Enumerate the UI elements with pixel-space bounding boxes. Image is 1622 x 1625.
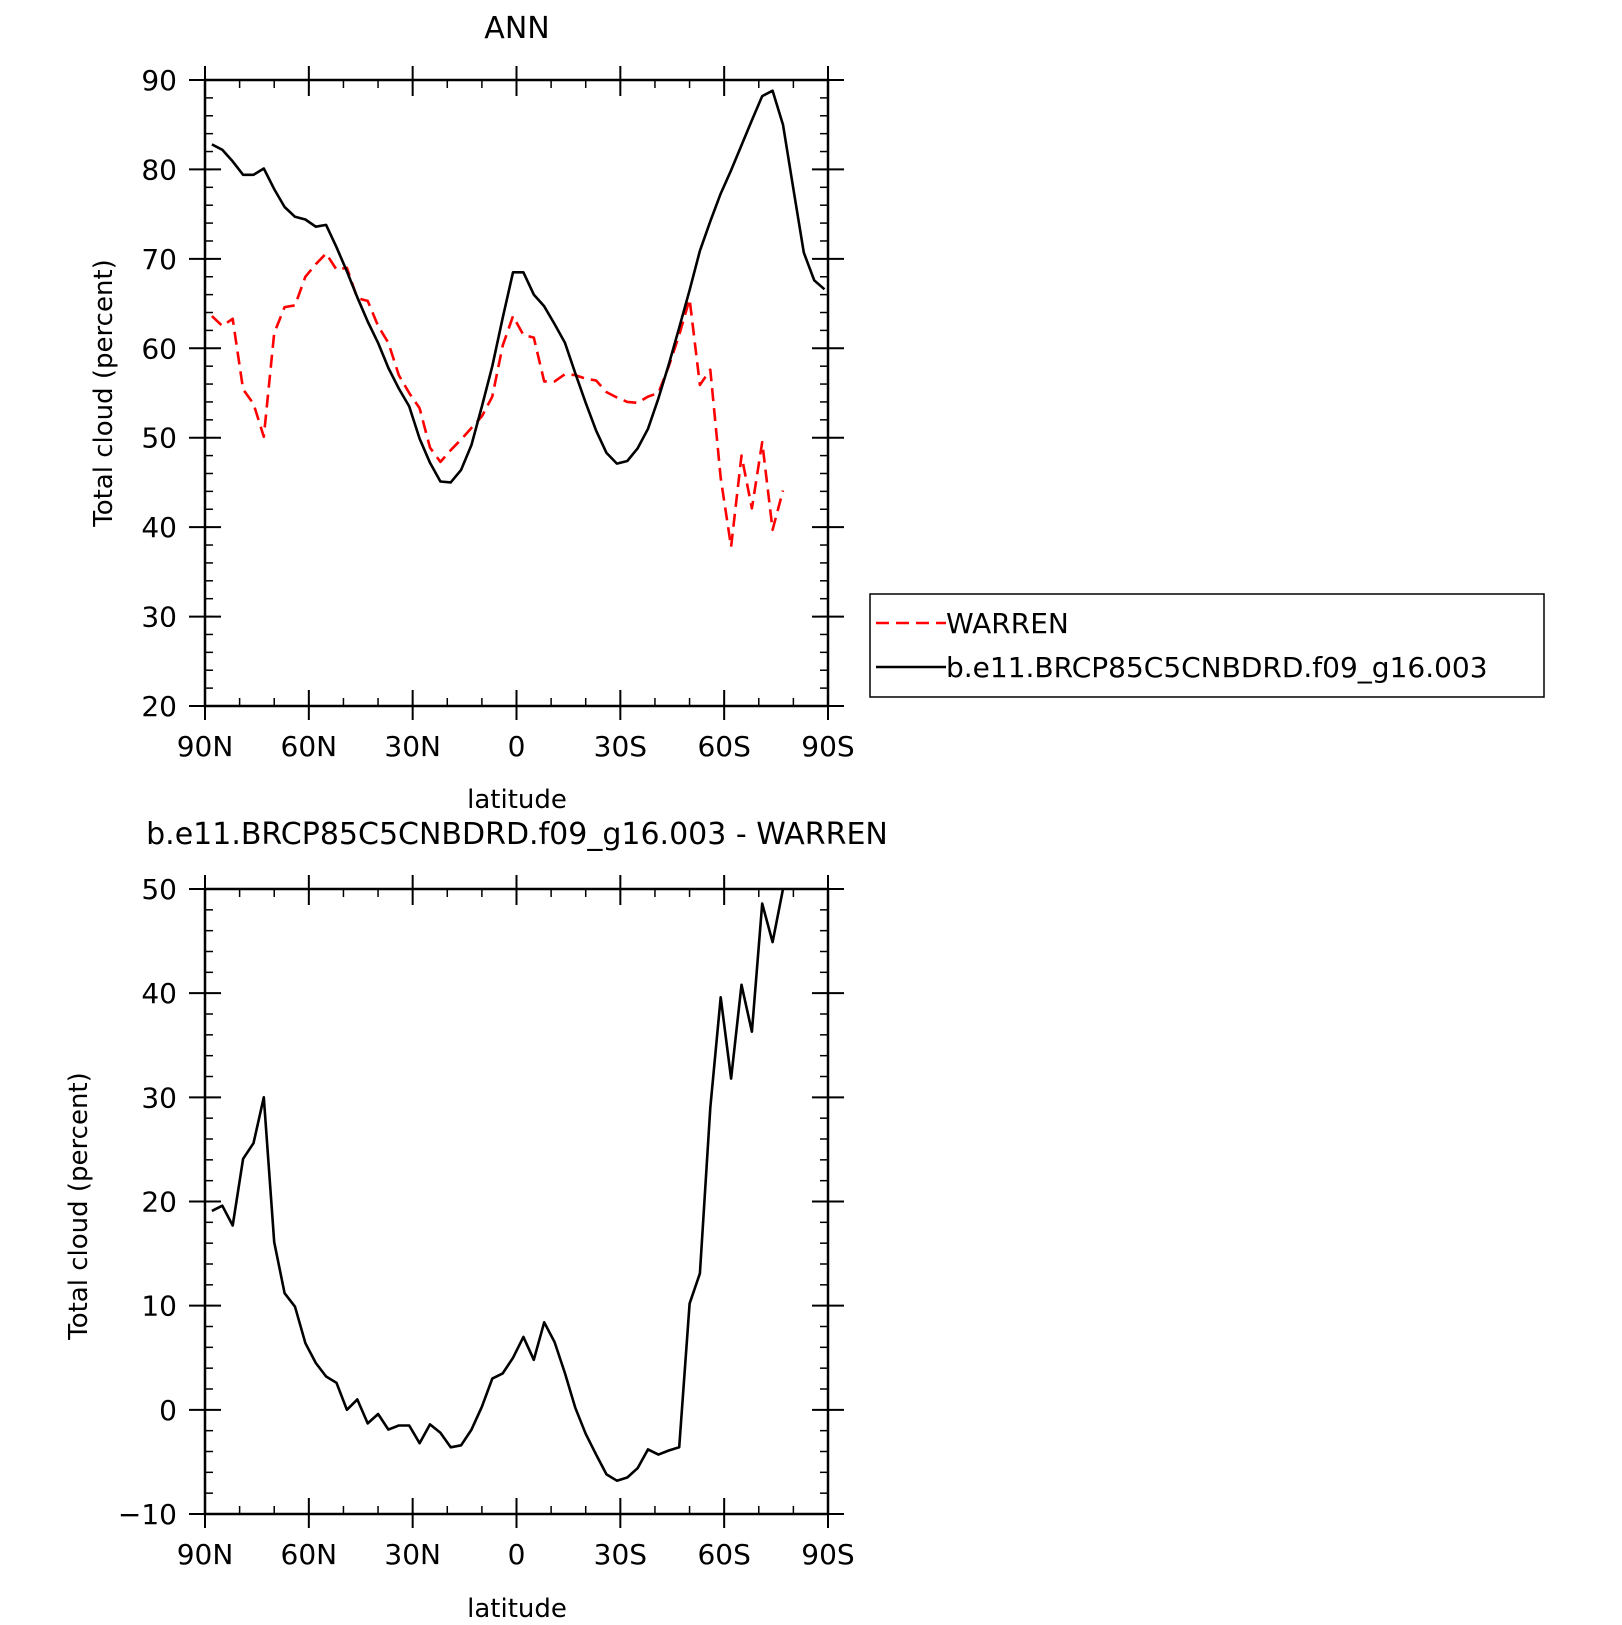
top-x-tick-label: 90S	[801, 730, 854, 763]
bottom-plot-frame	[203, 887, 830, 1516]
top-chart-title: ANN	[484, 11, 549, 46]
bottom-y-tick-label: 10	[141, 1290, 177, 1323]
top-panel: ANN Total cloud (percent) latitude 90N 60…	[89, 11, 855, 815]
legend-label-model: b.e11.BRCP85C5CNBDRD.f09_g16.003	[946, 651, 1488, 684]
bottom-y-tick-label: 50	[141, 873, 177, 906]
bottom-y-tick-label: 20	[141, 1186, 177, 1219]
bottom-panel: b.e11.BRCP85C5CNBDRD.f09_g16.003 - WARRE…	[64, 817, 888, 1624]
bottom-x-tick-label: 30S	[594, 1538, 647, 1571]
bottom-y-tick-label: −10	[118, 1498, 177, 1531]
top-y-tick-label: 40	[141, 511, 177, 544]
top-x-tick-label: 30N	[384, 730, 441, 763]
bottom-y-tick-label: 40	[141, 977, 177, 1010]
bottom-x-tick-label: 30N	[384, 1538, 441, 1571]
bottom-x-tick-label: 60S	[697, 1538, 750, 1571]
top-y-tick-label: 90	[141, 64, 177, 97]
bottom-chart-title: b.e11.BRCP85C5CNBDRD.f09_g16.003 - WARRE…	[146, 817, 888, 852]
bottom-series-line-1	[211, 888, 785, 1482]
top-y-axis-label: Total cloud (percent)	[89, 259, 119, 528]
top-series-line-1	[211, 252, 785, 549]
legend-label-warren: WARREN	[946, 607, 1069, 640]
bottom-x-tick-label: 60N	[281, 1538, 338, 1571]
bottom-x-axis-label: latitude	[467, 1594, 567, 1624]
top-x-tick-label: 90N	[177, 730, 234, 763]
legend: WARREN b.e11.BRCP85C5CNBDRD.f09_g16.003	[869, 593, 1545, 698]
top-x-tick-label: 60S	[697, 730, 750, 763]
top-y-tick-label: 60	[141, 332, 177, 365]
top-plot-area: 90N 60N 30N 0 30S 60S 90S 20 30 40 50 60 70 80 90	[141, 64, 854, 763]
top-y-tick-label: 30	[141, 601, 177, 634]
top-x-tick-label: 30S	[594, 730, 647, 763]
top-x-tick-label: 0	[508, 730, 526, 763]
top-plot-frame	[203, 78, 830, 708]
top-y-tick-label: 70	[141, 243, 177, 276]
legend-frame	[869, 593, 1545, 698]
bottom-x-tick-label: 90S	[801, 1538, 854, 1571]
bottom-x-tick-label: 0	[508, 1538, 526, 1571]
bottom-y-axis-label: Total cloud (percent)	[64, 1072, 94, 1341]
bottom-y-tick-label: 0	[159, 1394, 177, 1427]
bottom-x-tick-label: 90N	[177, 1538, 234, 1571]
top-x-axis-label: latitude	[467, 785, 567, 815]
bottom-y-tick-label: 30	[141, 1081, 177, 1114]
top-y-tick-label: 20	[141, 690, 177, 723]
bottom-plot-area: 90N 60N 30N 0 30S 60S 90S −10 0 10 20 30 40 50	[118, 873, 855, 1571]
top-series-line-2	[211, 89, 826, 484]
top-x-tick-label: 60N	[281, 730, 338, 763]
top-y-tick-label: 50	[141, 422, 177, 455]
top-y-tick-label: 80	[141, 153, 177, 186]
